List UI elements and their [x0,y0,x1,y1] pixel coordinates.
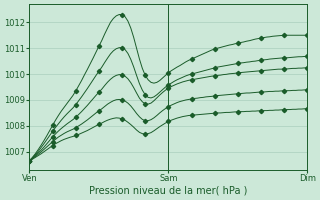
X-axis label: Pression niveau de la mer( hPa ): Pression niveau de la mer( hPa ) [89,186,248,196]
